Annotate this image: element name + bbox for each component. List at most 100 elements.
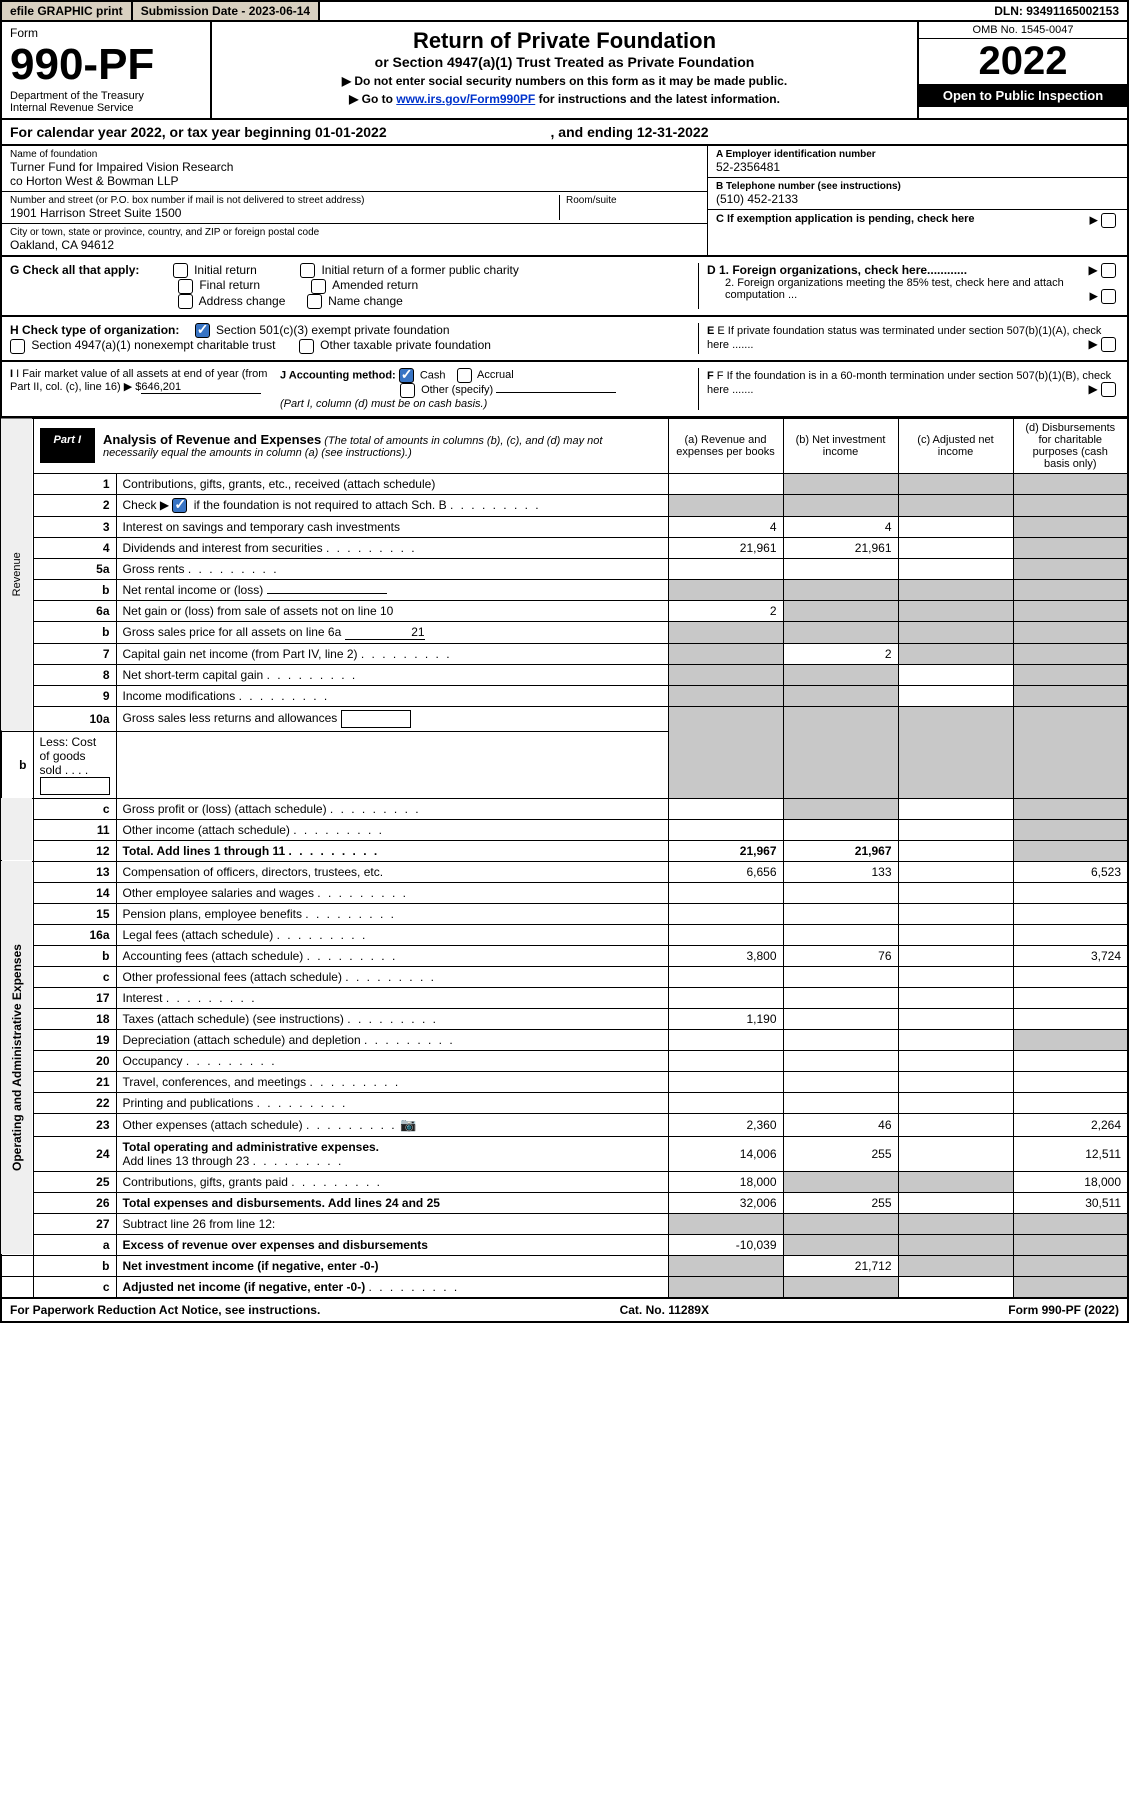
501c3-checkbox[interactable] — [195, 323, 210, 338]
i-j-f-row: I I Fair market value of all assets at e… — [0, 362, 1129, 418]
calendar-year-row: For calendar year 2022, or tax year begi… — [0, 120, 1129, 146]
line-num: 21 — [33, 1071, 116, 1092]
table-row: 27Subtract line 26 from line 12: — [1, 1213, 1128, 1234]
d1-checkbox[interactable] — [1101, 263, 1116, 278]
table-row: 26Total expenses and disbursements. Add … — [1, 1192, 1128, 1213]
line-num: b — [33, 945, 116, 966]
i-section: I I Fair market value of all assets at e… — [10, 368, 270, 410]
line-desc: Less: Cost of goods sold . . . . — [33, 731, 116, 798]
table-row: 21Travel, conferences, and meetings — [1, 1071, 1128, 1092]
table-row: bAccounting fees (attach schedule) 3,800… — [1, 945, 1128, 966]
cell-value: 255 — [783, 1192, 898, 1213]
former-public-checkbox[interactable] — [300, 263, 315, 278]
table-row: 19Depreciation (attach schedule) and dep… — [1, 1029, 1128, 1050]
h-e-row: H Check type of organization: Section 50… — [0, 317, 1129, 362]
address-cell: Number and street (or P.O. box number if… — [2, 192, 707, 224]
table-row: 18Taxes (attach schedule) (see instructi… — [1, 1008, 1128, 1029]
cell-value: 14,006 — [668, 1136, 783, 1171]
line-num: b — [1, 731, 33, 798]
final-return-checkbox[interactable] — [178, 279, 193, 294]
4947a1-checkbox[interactable] — [10, 339, 25, 354]
line-desc: Net gain or (loss) from sale of assets n… — [116, 600, 668, 621]
phone-cell: B Telephone number (see instructions) (5… — [708, 178, 1127, 210]
line-desc: Taxes (attach schedule) (see instruction… — [116, 1008, 668, 1029]
other-taxable-label: Other taxable private foundation — [320, 338, 491, 352]
e-checkbox[interactable] — [1101, 337, 1116, 352]
cell-value: 1,190 — [668, 1008, 783, 1029]
foundation-name-2: co Horton West & Bowman LLP — [10, 174, 699, 188]
line-desc: Other expenses (attach schedule) 📷 — [116, 1113, 668, 1136]
line-num: 5a — [33, 558, 116, 579]
final-return-label: Final return — [199, 278, 260, 292]
irs-link[interactable]: www.irs.gov/Form990PF — [396, 92, 535, 106]
line-desc: Total expenses and disbursements. Add li… — [116, 1192, 668, 1213]
former-public-label: Initial return of a former public charit… — [321, 263, 518, 277]
efile-print-button[interactable]: efile GRAPHIC print — [2, 2, 133, 20]
exemption-cell: C If exemption application is pending, c… — [708, 210, 1127, 228]
line-num: 15 — [33, 903, 116, 924]
revenue-sidelabel: Revenue — [1, 418, 33, 731]
line-num: 6a — [33, 600, 116, 621]
page-footer: For Paperwork Reduction Act Notice, see … — [0, 1299, 1129, 1323]
address-change-checkbox[interactable] — [178, 294, 193, 309]
amended-return-label: Amended return — [332, 278, 418, 292]
header-right: OMB No. 1545-0047 2022 Open to Public In… — [917, 22, 1127, 118]
initial-return-checkbox[interactable] — [173, 263, 188, 278]
g-section: G Check all that apply: Initial return I… — [10, 263, 699, 309]
name-change-label: Name change — [328, 294, 403, 308]
col-a-header: (a) Revenue and expenses per books — [668, 418, 783, 473]
dept-irs: Internal Revenue Service — [10, 102, 202, 114]
table-row: 15Pension plans, employee benefits — [1, 903, 1128, 924]
d2-label: 2. Foreign organizations meeting the 85%… — [725, 277, 1064, 301]
amended-return-checkbox[interactable] — [311, 279, 326, 294]
part1-table: Revenue Part I Analysis of Revenue and E… — [0, 418, 1129, 1299]
cell-value: 2 — [783, 643, 898, 664]
table-row: 2Check ▶ if the foundation is not requir… — [1, 494, 1128, 516]
line-desc: Dividends and interest from securities — [116, 537, 668, 558]
line-desc: Capital gain net income (from Part IV, l… — [116, 643, 668, 664]
table-row: 9Income modifications — [1, 685, 1128, 706]
501c3-label: Section 501(c)(3) exempt private foundat… — [216, 323, 449, 337]
f-checkbox[interactable] — [1101, 382, 1116, 397]
line-num: c — [33, 798, 116, 819]
name-label: Name of foundation — [10, 149, 699, 160]
cell-value: 12,511 — [1013, 1136, 1128, 1171]
cell-value: 32,006 — [668, 1192, 783, 1213]
j-label: J Accounting method: — [280, 369, 396, 381]
other-method-label: Other (specify) — [421, 384, 493, 396]
line-desc: Other income (attach schedule) — [116, 819, 668, 840]
initial-return-label: Initial return — [194, 263, 257, 277]
schb-checkbox[interactable] — [172, 498, 187, 513]
cell-value: 21,967 — [783, 840, 898, 861]
line-num: 24 — [33, 1136, 116, 1171]
part1-tag: Part I — [40, 428, 96, 463]
table-row: cGross profit or (loss) (attach schedule… — [1, 798, 1128, 819]
cash-checkbox[interactable] — [399, 368, 414, 383]
line-num: 11 — [33, 819, 116, 840]
other-taxable-checkbox[interactable] — [299, 339, 314, 354]
table-row: bNet investment income (if negative, ent… — [1, 1255, 1128, 1276]
cell-value: 4 — [668, 516, 783, 537]
cell-value: -10,039 — [668, 1234, 783, 1255]
line-desc: Adjusted net income (if negative, enter … — [116, 1276, 668, 1298]
d2-checkbox[interactable] — [1101, 289, 1116, 304]
part1-title: Analysis of Revenue and Expenses — [103, 432, 321, 447]
exemption-checkbox[interactable] — [1101, 213, 1116, 228]
ein-value: 52-2356481 — [716, 160, 1119, 174]
line-num: b — [33, 1255, 116, 1276]
cell-value: 30,511 — [1013, 1192, 1128, 1213]
note-goto: ▶ Go to www.irs.gov/Form990PF for instru… — [218, 92, 911, 106]
calyear-begin: For calendar year 2022, or tax year begi… — [10, 124, 387, 140]
line-num: 26 — [33, 1192, 116, 1213]
line-desc: Compensation of officers, directors, tru… — [116, 861, 668, 882]
name-change-checkbox[interactable] — [307, 294, 322, 309]
tax-year: 2022 — [919, 39, 1127, 84]
form-ref: Form 990-PF (2022) — [1008, 1303, 1119, 1317]
table-row: 20Occupancy — [1, 1050, 1128, 1071]
cell-value: 2 — [668, 600, 783, 621]
line-num: 3 — [33, 516, 116, 537]
phone-label: B Telephone number (see instructions) — [716, 181, 1119, 192]
accrual-checkbox[interactable] — [457, 368, 472, 383]
other-method-checkbox[interactable] — [400, 383, 415, 398]
attachment-icon[interactable]: 📷 — [400, 1117, 416, 1132]
